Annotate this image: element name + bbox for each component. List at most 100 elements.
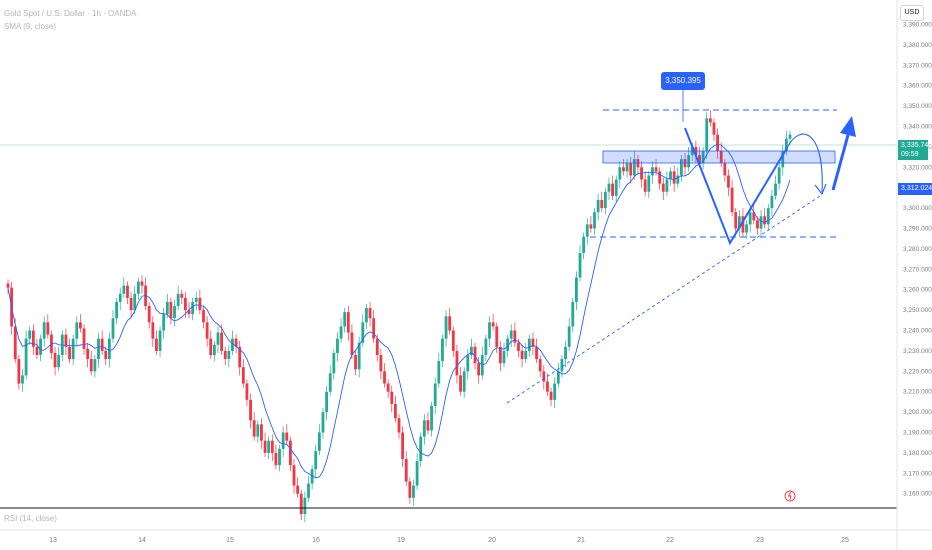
- analysis-drawings[interactable]: [506, 90, 856, 502]
- candle-body: [350, 332, 354, 355]
- candle-body: [140, 281, 144, 286]
- candle-body: [285, 432, 289, 441]
- candle-body: [444, 316, 448, 339]
- alert-icon[interactable]: [784, 490, 796, 502]
- time-tick-label: 16: [312, 537, 320, 544]
- price-tick-label: 3,350.000: [903, 103, 932, 110]
- candle-body: [535, 346, 538, 360]
- candle-body: [538, 359, 542, 372]
- candle-body: [748, 212, 752, 225]
- candle-body: [647, 175, 651, 192]
- candle-body: [307, 483, 310, 498]
- candle-body: [571, 301, 575, 327]
- candle-body: [669, 171, 672, 180]
- time-axis[interactable]: 13 14 15 16 19 20 21 22 23 25: [49, 537, 849, 544]
- candle-body: [567, 326, 571, 347]
- candle-body: [375, 338, 379, 355]
- candle-body: [701, 150, 705, 164]
- price-axis[interactable]: 3,160.000 3,170.000 3,180.000 3,190.000 3,20…: [903, 21, 932, 497]
- candle-body: [401, 432, 405, 460]
- candle-body: [158, 330, 162, 351]
- projection-curve[interactable]: [786, 133, 823, 193]
- candle-body: [766, 208, 770, 225]
- w-pattern-drawing[interactable]: [684, 127, 788, 246]
- candle-body: [520, 350, 524, 360]
- candle-body: [741, 216, 745, 233]
- candle-body: [784, 138, 788, 151]
- candle-body: [118, 293, 122, 302]
- candle-body: [288, 440, 292, 466]
- candle-body: [734, 212, 738, 229]
- sma-price-tag: 3,312.024: [898, 183, 932, 195]
- candle-body: [136, 281, 140, 294]
- candle-body: [234, 338, 238, 347]
- price-tick-label: 3,320.000: [903, 164, 932, 171]
- bullish-arrow-shaft[interactable]: [831, 134, 850, 191]
- price-tick-label: 3,380.000: [903, 42, 932, 49]
- price-tick-label: 3,370.000: [903, 62, 932, 69]
- candle-body: [451, 330, 455, 351]
- candle-body: [115, 301, 119, 319]
- candle-body: [21, 375, 24, 384]
- candle-body: [759, 216, 763, 229]
- currency-button[interactable]: USD: [900, 5, 924, 21]
- candle-body: [473, 346, 477, 364]
- candle-body: [71, 338, 75, 360]
- candle-body: [654, 167, 658, 172]
- trendline-dashed[interactable]: [506, 195, 821, 404]
- candle-body: [719, 150, 723, 164]
- candle-body: [589, 224, 593, 229]
- rsi-legend[interactable]: RSI (14, close): [4, 514, 57, 523]
- candle-body: [13, 326, 17, 360]
- candle-body: [314, 450, 318, 470]
- time-tick-label: 21: [577, 537, 585, 544]
- candle-body: [596, 199, 600, 213]
- candle-body: [202, 310, 205, 323]
- resistance-zone[interactable]: [602, 150, 836, 164]
- candle-body: [622, 167, 625, 172]
- candle-body: [455, 350, 459, 376]
- candle-body: [64, 334, 68, 347]
- candle-body: [354, 354, 357, 370]
- candle-body: [665, 179, 669, 192]
- price-tick-label: 3,190.000: [903, 430, 932, 437]
- candle-body: [75, 322, 79, 339]
- candle-body: [183, 297, 187, 311]
- chart-legend[interactable]: Gold Spot / U.S. Dollar · 1h · OANDA SMA…: [4, 7, 137, 33]
- candle-body: [553, 383, 557, 400]
- price-tick-label: 3,200.000: [903, 409, 932, 416]
- candle-body: [339, 326, 343, 339]
- price-tick-label: 3,360.000: [903, 83, 932, 90]
- candle-body: [462, 371, 466, 392]
- time-tick-label: 13: [49, 537, 57, 544]
- candle-body: [607, 183, 611, 192]
- candle-body: [238, 346, 242, 368]
- candle-body: [430, 405, 433, 431]
- candle-body: [448, 316, 452, 331]
- candle-body: [531, 338, 535, 347]
- candle-body: [730, 187, 734, 213]
- candle-body: [97, 338, 100, 360]
- candle-body: [593, 212, 596, 229]
- sma-legend[interactable]: SMA (9, close): [4, 22, 57, 31]
- candle-body: [542, 371, 546, 382]
- candle-body: [252, 420, 256, 437]
- candle-body: [727, 175, 730, 188]
- candle-body: [441, 338, 444, 362]
- candle-body: [303, 497, 307, 515]
- candle-body: [618, 167, 622, 180]
- candle-body: [17, 359, 21, 384]
- candle-body: [546, 381, 549, 392]
- candle-body: [332, 352, 336, 374]
- candle-body: [651, 167, 654, 176]
- symbol-title[interactable]: Gold Spot / U.S. Dollar · 1h · OANDA: [4, 9, 137, 18]
- price-callout[interactable]: 3,350.395: [661, 72, 705, 90]
- price-tick-label: 3,180.000: [903, 450, 932, 457]
- candle-body: [220, 332, 224, 351]
- candle-body: [716, 134, 719, 151]
- candle-body: [600, 199, 604, 209]
- candle-body: [470, 346, 473, 355]
- candle-body: [737, 216, 741, 229]
- candle-body: [763, 216, 767, 225]
